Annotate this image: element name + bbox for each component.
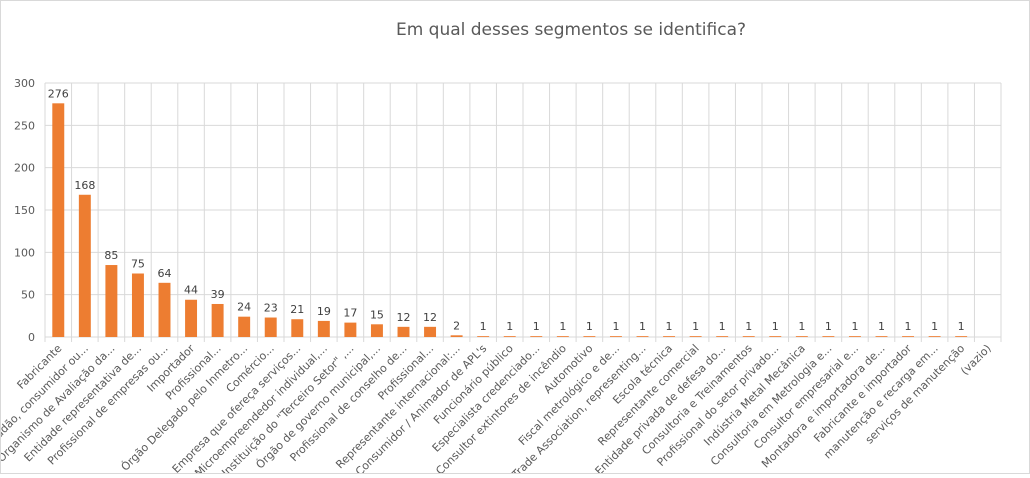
bar [716, 336, 729, 337]
data-label: 1 [480, 320, 487, 333]
bar [158, 282, 171, 337]
data-label: 1 [958, 320, 965, 333]
bar [742, 336, 755, 337]
data-label: 1 [612, 320, 619, 333]
data-label: 1 [533, 320, 540, 333]
data-label: 1 [586, 320, 593, 333]
data-label: 1 [798, 320, 805, 333]
bar [397, 326, 410, 337]
bar [769, 336, 782, 337]
data-label: 85 [104, 249, 118, 262]
data-label: 12 [423, 311, 437, 324]
data-label: 1 [878, 320, 885, 333]
data-label: 44 [184, 284, 198, 297]
data-label: 17 [343, 307, 357, 320]
data-label: 1 [745, 320, 752, 333]
bar [822, 336, 835, 337]
data-label: 64 [158, 267, 172, 280]
data-label: 1 [639, 320, 646, 333]
bar [450, 335, 463, 337]
y-tick-label: 300 [14, 77, 35, 90]
bar [370, 324, 383, 337]
bar [344, 322, 357, 337]
data-label: 1 [825, 320, 832, 333]
data-label: 75 [131, 258, 145, 271]
bar [503, 336, 516, 337]
bar [131, 273, 144, 337]
bar [875, 336, 888, 337]
bar [848, 336, 861, 337]
bar [609, 336, 622, 337]
data-label: 1 [905, 320, 912, 333]
data-label: 1 [559, 320, 566, 333]
bar [928, 336, 941, 337]
data-label: 1 [666, 320, 673, 333]
data-label: 1 [719, 320, 726, 333]
data-label: 1 [692, 320, 699, 333]
chart-title: Em qual desses segmentos se identifica? [396, 20, 746, 40]
bar [264, 317, 277, 337]
bar [795, 336, 808, 337]
data-label: 39 [211, 288, 225, 301]
data-label: 21 [290, 303, 304, 316]
data-label: 19 [317, 305, 331, 318]
data-label: 2 [453, 319, 460, 332]
bar [291, 319, 304, 337]
bar [636, 336, 649, 337]
data-label: 15 [370, 308, 384, 321]
y-tick-label: 0 [28, 331, 35, 344]
bar [105, 265, 118, 337]
bar [317, 320, 330, 337]
data-label: 12 [397, 311, 411, 324]
data-label: 276 [48, 87, 69, 100]
y-tick-label: 200 [14, 162, 35, 175]
bar [689, 336, 702, 337]
data-label: 1 [772, 320, 779, 333]
data-label: 24 [237, 301, 251, 314]
bar [52, 103, 65, 337]
y-tick-label: 50 [21, 289, 35, 302]
bar [663, 336, 676, 337]
y-tick-label: 150 [14, 204, 35, 217]
bar [583, 336, 596, 337]
x-tick-label: (vazio) [958, 342, 994, 378]
bar [238, 316, 251, 337]
bar [78, 194, 91, 337]
y-tick-label: 250 [14, 119, 35, 132]
bar [902, 336, 915, 337]
y-tick-label: 100 [14, 246, 35, 259]
bar [185, 299, 198, 337]
bar [530, 336, 543, 337]
bar [477, 336, 490, 337]
data-label: 1 [931, 320, 938, 333]
bar [211, 303, 224, 337]
data-label: 23 [264, 302, 278, 315]
bar [424, 326, 437, 337]
bar [955, 336, 968, 337]
bar [556, 336, 569, 337]
data-label: 1 [506, 320, 513, 333]
data-label: 1 [851, 320, 858, 333]
data-label: 168 [74, 179, 95, 192]
